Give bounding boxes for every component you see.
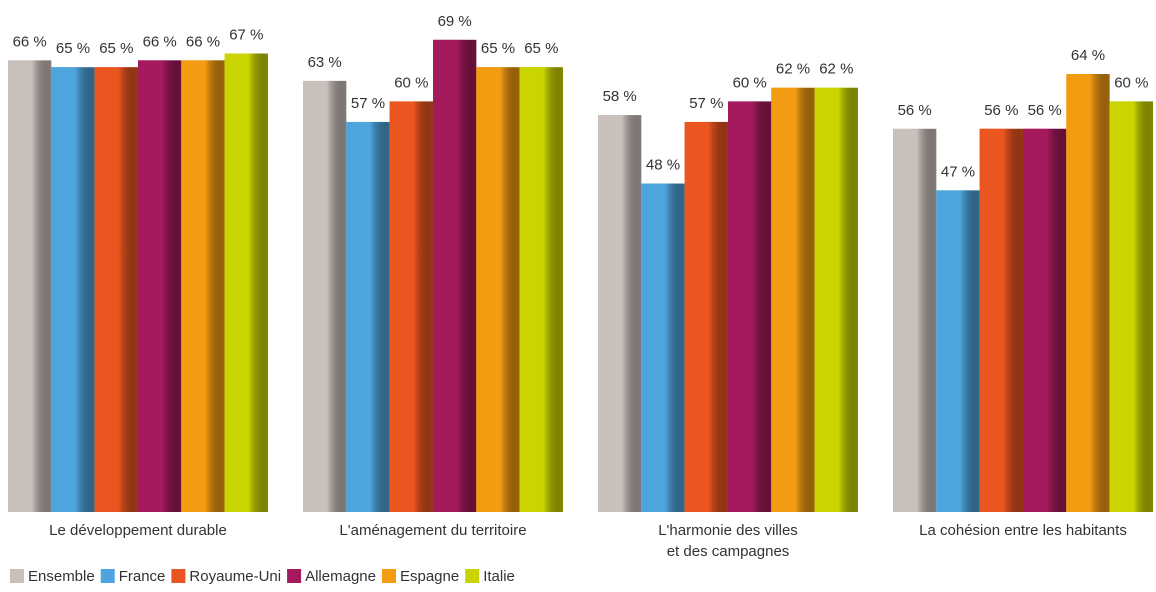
data-label: 66 % [13, 33, 47, 50]
bar-shade [1066, 74, 1110, 513]
bar-shade [181, 60, 225, 512]
bar-shade [519, 67, 563, 512]
data-label: 47 % [941, 163, 975, 180]
legend-swatch [465, 569, 480, 583]
legend-swatch [287, 569, 302, 583]
bar-shade [224, 53, 268, 513]
data-label: 57 % [689, 95, 723, 112]
bar-shade [771, 87, 815, 512]
data-label: 63 % [308, 54, 342, 71]
data-label: 48 % [646, 157, 680, 174]
data-label: 64 % [1071, 47, 1105, 64]
data-label: 62 % [819, 61, 853, 78]
bar-shade [94, 67, 138, 512]
data-label: 57 % [351, 95, 385, 112]
data-label: 65 % [481, 40, 515, 57]
legend-label: Royaume-Uni [189, 568, 281, 585]
x-tick-label: Le développement durable [49, 522, 227, 539]
bar-shade [979, 128, 1023, 513]
data-label: 65 % [99, 40, 133, 57]
bar-shade [303, 80, 347, 513]
x-tick-label: L'aménagement du territoire [339, 522, 526, 539]
data-label: 56 % [984, 102, 1018, 119]
legend-label: Italie [483, 568, 515, 585]
legend-label: Ensemble [28, 568, 95, 585]
bar-shade [476, 67, 520, 512]
bar-shade [598, 115, 642, 512]
bar-shade [641, 183, 685, 513]
bar-shade [1109, 101, 1153, 512]
bar-shade [51, 67, 95, 512]
legend-swatch [100, 569, 115, 583]
x-tick-label: La cohésion entre les habitants [919, 522, 1127, 539]
data-label: 69 % [438, 13, 472, 30]
bar-shade [684, 121, 728, 512]
data-label: 60 % [1114, 74, 1148, 91]
legend-label: Allemagne [305, 568, 376, 585]
data-label: 60 % [394, 74, 428, 91]
bar-shade [138, 60, 182, 512]
legend-swatch [381, 569, 396, 583]
data-label: 66 % [143, 33, 177, 50]
data-label: 65 % [524, 40, 558, 57]
bar-shade [8, 60, 52, 512]
x-tick-label: L'harmonie des villes et des campagnes [658, 522, 798, 560]
bar-shade [814, 87, 858, 512]
bar-shade [893, 128, 937, 513]
bar-shade [346, 121, 390, 512]
data-label: 67 % [229, 26, 263, 43]
data-label: 65 % [56, 40, 90, 57]
data-label: 60 % [733, 74, 767, 91]
data-label: 56 % [898, 102, 932, 119]
bar-shade [389, 101, 433, 512]
legend-swatch [171, 569, 186, 583]
bar-shade [1023, 128, 1067, 513]
bar-shade [433, 39, 477, 512]
data-label: 56 % [1028, 102, 1062, 119]
data-label: 58 % [603, 88, 637, 105]
data-label: 66 % [186, 33, 220, 50]
legend-swatch [10, 569, 24, 583]
bar-shade [728, 101, 772, 512]
bar-shade [936, 190, 980, 512]
legend-label: France [119, 568, 166, 585]
legend-label: Espagne [400, 568, 459, 585]
data-label: 62 % [776, 61, 810, 78]
